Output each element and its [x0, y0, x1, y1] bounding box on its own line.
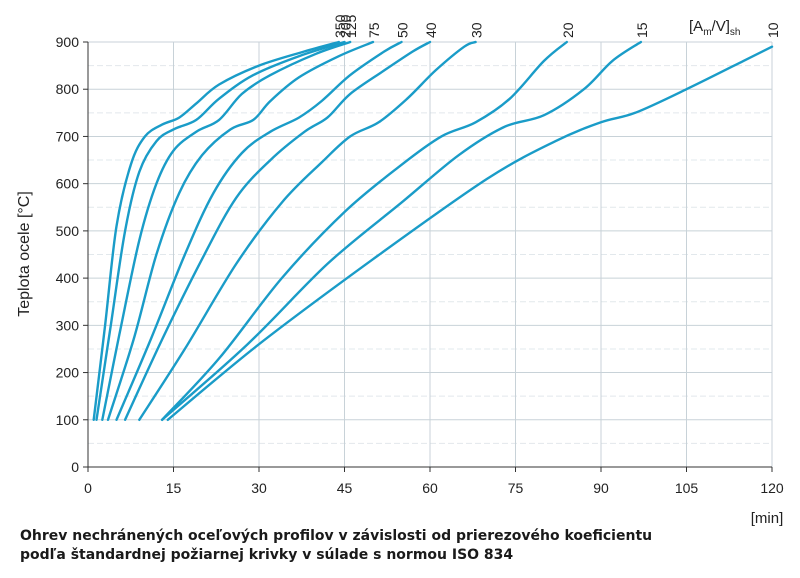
y-tick-label: 400 — [56, 270, 80, 286]
series-label-200: 200 — [338, 14, 354, 38]
y-tick-labels: 0 100 200 300 400 500 600 700 800 900 — [56, 34, 88, 475]
x-tick-label: 15 — [166, 480, 182, 496]
x-tick-label: 0 — [84, 480, 92, 496]
y-tick-label: 800 — [56, 81, 80, 97]
series-label-15: 15 — [634, 22, 650, 38]
y-tick-label: 100 — [56, 412, 80, 428]
y-tick-label: 900 — [56, 34, 80, 50]
series-line-15 — [160, 40, 643, 421]
x-tick-label: 90 — [593, 480, 609, 496]
series-line-20 — [160, 40, 568, 421]
series-label-50: 50 — [395, 22, 411, 38]
series-label-10: 10 — [765, 22, 781, 38]
x-tick-label: 120 — [760, 480, 784, 496]
series-line-30 — [138, 40, 477, 421]
y-tick-label: 200 — [56, 365, 80, 381]
series-label-20: 20 — [560, 22, 576, 38]
series-label-125: 125 — [343, 14, 359, 38]
series-line-75 — [106, 40, 375, 421]
x-tick-label: 30 — [251, 480, 267, 496]
caption-line-1: Ohrev nechránených oceľových profilov v … — [20, 528, 653, 544]
figure-caption: Ohrev nechránených oceľových profilov v … — [20, 527, 720, 565]
series-line-200 — [95, 40, 346, 421]
series-label-30: 30 — [469, 22, 485, 38]
series-lines — [92, 40, 774, 421]
x-tick-label: 45 — [337, 480, 353, 496]
series-label-350: 350 — [332, 14, 348, 38]
legend-title: [Am/V]sh — [689, 18, 740, 38]
y-tick-label: 300 — [56, 317, 80, 333]
x-tick-labels: 0 15 30 45 60 75 90 105 120 — [84, 467, 784, 496]
y-tick-label: 600 — [56, 176, 80, 192]
series-line-125 — [101, 40, 352, 421]
series-line-40 — [123, 40, 432, 421]
x-axis-unit: [min] — [751, 510, 784, 527]
x-tick-label: 105 — [675, 480, 699, 496]
x-tick-label: 60 — [422, 480, 438, 496]
x-tick-label: 75 — [508, 480, 524, 496]
series-label-75: 75 — [366, 22, 382, 38]
y-axis-label: Teplota ocele [°C] — [16, 191, 33, 317]
series-line-50 — [115, 40, 403, 421]
series-label-40: 40 — [423, 22, 439, 38]
grid-lines — [88, 41, 773, 467]
series-line-350 — [92, 40, 340, 421]
caption-line-2: podľa štandardnej požiarnej krivky v súl… — [20, 547, 514, 563]
series-line-10 — [166, 45, 774, 421]
y-tick-label: 0 — [71, 459, 79, 475]
y-tick-label: 500 — [56, 223, 80, 239]
y-tick-label: 700 — [56, 128, 80, 144]
